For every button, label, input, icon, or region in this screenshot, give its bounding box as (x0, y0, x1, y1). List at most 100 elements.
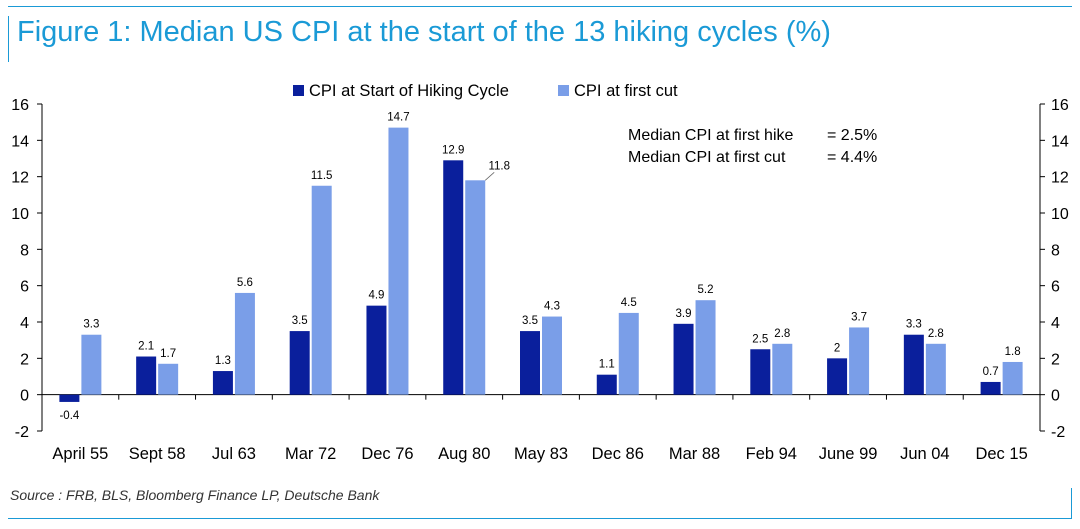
y-tick-label-right: 6 (1051, 279, 1060, 296)
bar-data-label: -0.4 (59, 410, 79, 422)
y-tick-label-left: 4 (20, 315, 29, 332)
bar-first-cut (772, 343, 793, 395)
annotation-value: = 4.4% (827, 149, 877, 166)
bar-data-label: 2.8 (774, 328, 790, 340)
x-tick-label: Mar 72 (285, 445, 336, 463)
source-note: Source : FRB, BLS, Bloomberg Finance LP,… (10, 487, 380, 503)
frame-right-rule (1071, 488, 1072, 518)
x-tick-label: Dec 76 (361, 445, 413, 463)
annotation-label: Median CPI at first cut (628, 149, 786, 166)
bar-first-cut (618, 312, 639, 395)
bar-data-label: 2.8 (928, 328, 944, 340)
bar-data-label: 4.3 (544, 301, 560, 313)
bar-data-label: 2 (834, 342, 840, 354)
x-tick-label: Aug 80 (438, 445, 490, 463)
legend-swatch (293, 85, 304, 96)
annotation-label: Median CPI at first hike (628, 127, 794, 144)
bar-first-cut (1002, 361, 1023, 395)
y-tick-label-right: 12 (1051, 170, 1069, 187)
bar-first-cut (388, 127, 409, 395)
bar-data-label: 4.5 (621, 297, 637, 309)
y-tick-label-left: 0 (20, 388, 29, 405)
bar-start (443, 160, 464, 395)
bar-data-label: 3.7 (851, 311, 867, 323)
bar-first-cut (311, 185, 332, 395)
annotation-value: = 2.5% (827, 127, 877, 144)
bar-first-cut (465, 180, 486, 395)
y-tick-label-left: 8 (20, 242, 29, 259)
x-tick-label: April 55 (52, 445, 108, 463)
y-tick-label-left: -2 (15, 424, 29, 441)
x-tick-label: Mar 88 (669, 445, 720, 463)
bar-data-label: 1.3 (215, 355, 231, 367)
frame-left-rule (8, 16, 9, 62)
x-tick-label: Sept 58 (129, 445, 186, 463)
y-tick-label-right: 14 (1051, 133, 1069, 150)
bar-data-label: 14.7 (387, 112, 409, 124)
bar-data-label: 0.7 (983, 366, 999, 378)
y-tick-label-right: 16 (1051, 97, 1069, 114)
bar-data-label: 12.9 (442, 144, 464, 156)
bar-first-cut (81, 334, 102, 395)
bar-first-cut (542, 316, 562, 395)
y-tick-label-left: 2 (20, 351, 29, 368)
bar-first-cut (925, 343, 946, 395)
bar-start (673, 323, 694, 395)
chart-axes: -2 -2 0 0 2 2 4 4 6 6 8 8 10 10 12 12 14 14 16 16 April 55 Se… (11, 97, 1069, 463)
bar-start (980, 381, 1001, 395)
bar-start (827, 358, 848, 395)
bar-data-label: 3.3 (906, 319, 922, 331)
bar-data-label: 5.2 (698, 284, 714, 296)
chart-legend: CPI at Start of Hiking Cycle CPI at first… (293, 82, 678, 100)
bar-first-cut (234, 292, 255, 395)
y-tick-label-right: 8 (1051, 242, 1060, 259)
bar-data-label: 1.1 (599, 359, 615, 371)
bar-start (136, 356, 157, 395)
bar-start (903, 334, 924, 395)
bar-data-label: 1.8 (1005, 346, 1021, 358)
bar-data-label: 1.7 (160, 348, 176, 360)
bar-data-label: 4.9 (368, 290, 384, 302)
figure-title: Figure 1: Median US CPI at the start of … (17, 16, 831, 48)
bar-first-cut (158, 363, 179, 395)
legend-label: CPI at first cut (574, 82, 678, 100)
chart-annotations: Median CPI at first hike = 2.5% Median CPI… (628, 127, 877, 166)
label-leader-line (484, 172, 495, 181)
x-tick-label: Dec 86 (592, 445, 644, 463)
y-tick-label-left: 14 (11, 133, 29, 150)
bar-data-label: 5.6 (237, 277, 253, 289)
bar-start (212, 371, 233, 395)
bar-start (59, 394, 80, 402)
bar-start (520, 331, 540, 395)
y-tick-label-left: 12 (11, 170, 29, 187)
bar-data-label: 2.1 (138, 341, 154, 353)
y-tick-label-right: 4 (1051, 315, 1060, 332)
bar-data-label: 2.5 (752, 333, 768, 345)
bar-data-label: 3.3 (83, 319, 99, 331)
y-tick-label-left: 16 (11, 97, 29, 114)
bar-start (750, 349, 771, 395)
bar-first-cut (849, 327, 870, 395)
x-tick-label: Dec 15 (975, 445, 1027, 463)
bar-data-label: 3.5 (522, 315, 538, 327)
legend-swatch (558, 85, 569, 96)
frame-top-rule (8, 6, 1072, 7)
y-tick-label-right: 2 (1051, 351, 1060, 368)
y-tick-label-left: 6 (20, 279, 29, 296)
chart-bars: -0.4 3.3 2.1 1.7 1.3 5.6 3.5 11.5 4.9 14.7 12.9 11.… (59, 112, 1023, 422)
legend-label: CPI at Start of Hiking Cycle (309, 82, 509, 100)
bar-data-label: 11.8 (488, 160, 510, 172)
bar-start (596, 374, 617, 395)
y-tick-label-right: 0 (1051, 388, 1060, 405)
bar-data-label: 3.5 (292, 315, 308, 327)
bar-start (366, 305, 387, 395)
x-tick-label: Feb 94 (746, 445, 797, 463)
x-tick-label: June 99 (819, 445, 878, 463)
bar-first-cut (695, 300, 716, 395)
y-tick-label-left: 10 (11, 206, 29, 223)
y-tick-label-right: 10 (1051, 206, 1069, 223)
x-tick-label: Jul 63 (212, 445, 256, 463)
y-tick-label-right: -2 (1051, 424, 1065, 441)
x-tick-label: Jun 04 (900, 445, 950, 463)
